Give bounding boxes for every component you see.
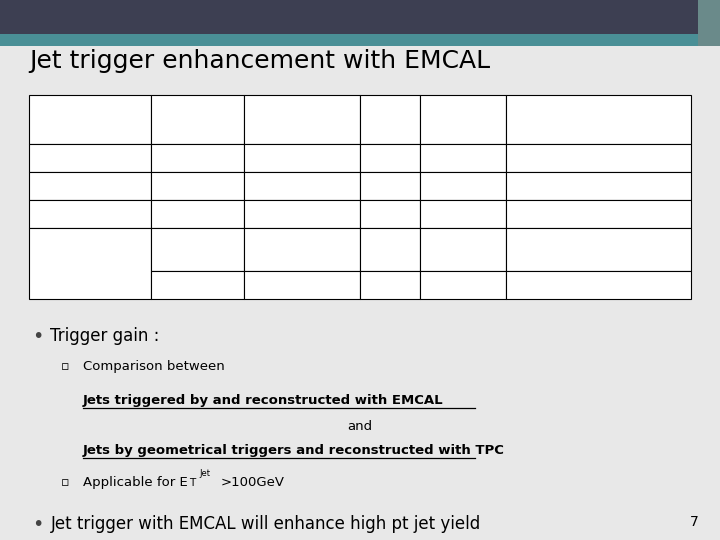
Text: p+p: p+p <box>35 180 60 193</box>
Text: 100: 100 <box>451 180 474 193</box>
Text: ▫: ▫ <box>61 360 70 373</box>
Text: 5.3: 5.3 <box>589 243 608 256</box>
Text: $5\cdot10^{26}$: $5\cdot10^{26}$ <box>281 276 323 293</box>
Text: ▫: ▫ <box>61 476 70 489</box>
Text: $\sqrt{s_{NN}}$ (TeV): $\sqrt{s_{NN}}$ (TeV) <box>167 111 229 127</box>
Text: EMCal
Trigger gain: EMCal Trigger gain <box>563 109 634 130</box>
Text: 20: 20 <box>455 243 470 256</box>
Text: $10^6$: $10^6$ <box>379 206 401 222</box>
Text: 5.5: 5.5 <box>189 243 207 256</box>
Text: >100GeV: >100GeV <box>221 476 285 489</box>
Text: 53: 53 <box>591 278 606 291</box>
Text: $10^6$: $10^6$ <box>379 150 401 166</box>
Text: Jet: Jet <box>199 469 210 478</box>
Text: DAQ rate
(Hz): DAQ rate (Hz) <box>436 109 489 130</box>
Text: cent 10%: cent 10% <box>35 246 90 259</box>
Text: $5\cdot10^{30}$: $5\cdot10^{30}$ <box>281 150 323 166</box>
Text: 550: 550 <box>588 180 610 193</box>
Text: Time
(s): Time (s) <box>376 109 404 130</box>
Text: 500: 500 <box>451 152 474 165</box>
Text: p+p: p+p <box>35 152 60 165</box>
Text: Applicable for E: Applicable for E <box>83 476 187 489</box>
Text: 8.8: 8.8 <box>189 208 207 221</box>
Text: Pb+Pb: Pb+Pb <box>35 231 76 244</box>
Text: $10^6$: $10^6$ <box>379 241 401 258</box>
Text: System: System <box>69 114 111 124</box>
Text: T: T <box>189 478 196 488</box>
Text: $L_{mean}$
$(cm^{-2}s^{-1})$: $L_{mean}$ $(cm^{-2}s^{-1})$ <box>274 103 330 136</box>
Text: and: and <box>348 420 372 433</box>
Text: 5.5: 5.5 <box>189 278 207 291</box>
Text: periph 60-80%: periph 60-80% <box>35 273 118 284</box>
Text: 7: 7 <box>690 515 698 529</box>
Text: 5.5: 5.5 <box>189 152 207 165</box>
Text: Jet trigger enhancement with EMCAL: Jet trigger enhancement with EMCAL <box>29 49 490 72</box>
Text: Comparison between: Comparison between <box>83 360 225 373</box>
Text: $1\cdot10^{29}$: $1\cdot10^{29}$ <box>281 206 323 222</box>
Text: $5\cdot10^{26}$: $5\cdot10^{26}$ <box>281 241 323 258</box>
Text: Jet trigger with EMCAL will enhance high pt jet yield: Jet trigger with EMCAL will enhance high… <box>50 515 481 532</box>
Text: 500: 500 <box>451 208 474 221</box>
Text: •: • <box>32 515 44 534</box>
Text: 20: 20 <box>455 278 470 291</box>
Text: 14: 14 <box>190 180 205 193</box>
Text: •: • <box>32 327 44 346</box>
Text: 110: 110 <box>588 152 610 165</box>
Text: Jets by geometrical triggers and reconstructed with TPC: Jets by geometrical triggers and reconst… <box>83 444 505 457</box>
Text: Trigger gain :: Trigger gain : <box>50 327 160 345</box>
Text: p+p: p+p <box>35 208 60 221</box>
Text: 110: 110 <box>588 208 610 221</box>
Text: $10^6$: $10^6$ <box>379 276 401 293</box>
Text: Jets triggered by and reconstructed with EMCAL: Jets triggered by and reconstructed with… <box>83 394 444 407</box>
Text: $5\cdot10^{30}$: $5\cdot10^{30}$ <box>281 178 323 194</box>
Text: $10^7$: $10^7$ <box>379 178 400 194</box>
